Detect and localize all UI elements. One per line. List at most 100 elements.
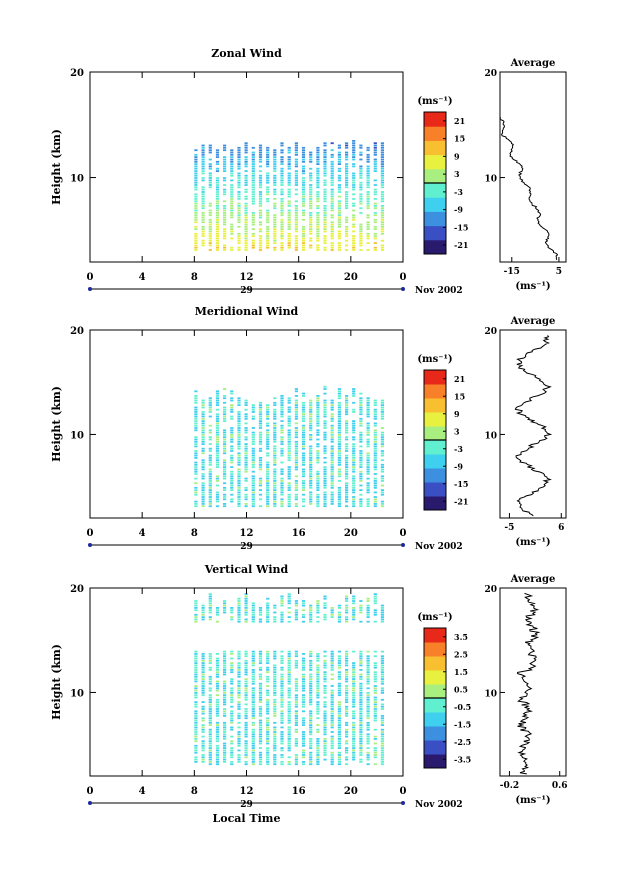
heatmap-cell (309, 731, 313, 733)
heatmap-cell (194, 733, 198, 736)
heatmap-cell (309, 158, 313, 161)
heatmap-cell (230, 607, 234, 609)
colorbar-tick-label: -1.5 (454, 719, 471, 729)
heatmap-cell (373, 650, 377, 653)
heatmap-cell (251, 167, 255, 170)
heatmap-cell (258, 237, 263, 240)
heatmap-cell (294, 142, 298, 145)
heatmap-cell (194, 198, 198, 200)
x-tick-label: 0 (400, 786, 407, 797)
heatmap-cell (215, 408, 220, 411)
y-tick-label: 10 (70, 174, 84, 185)
heatmap-cell (309, 237, 313, 240)
heatmap-cell (258, 153, 263, 156)
heatmap-cell (223, 209, 227, 212)
heatmap-cell (359, 445, 363, 448)
heatmap-cell (194, 477, 198, 480)
heatmap-cell (201, 666, 205, 669)
heatmap-cell (280, 406, 284, 409)
heatmap-cell (201, 742, 205, 745)
heatmap-cell (230, 616, 234, 618)
heatmap-cell (316, 703, 320, 706)
heatmap-cell (359, 696, 363, 699)
heatmap-cell (230, 392, 234, 395)
heatmap-cell (237, 427, 241, 429)
heatmap-cell (330, 214, 334, 217)
heatmap-cell (380, 170, 384, 172)
heatmap-cell (194, 689, 198, 692)
heatmap-cell (380, 443, 384, 445)
heatmap-cell (366, 609, 370, 612)
heatmap-cell (352, 673, 356, 676)
heatmap-cell (301, 662, 306, 664)
heatmap-cell (380, 758, 384, 761)
heatmap-cell (316, 146, 320, 149)
heatmap-cell (380, 406, 384, 409)
heatmap-cell (337, 174, 341, 177)
heatmap-cell (244, 163, 248, 165)
heatmap-cell (352, 149, 356, 152)
heatmap-cell (294, 496, 298, 498)
heatmap-cell (345, 618, 349, 621)
heatmap-cell (330, 500, 334, 503)
heatmap-cell (323, 470, 327, 473)
heatmap-cell (337, 491, 341, 494)
heatmap-cell (337, 735, 341, 738)
heatmap-cell (201, 705, 205, 708)
heatmap-cell (223, 728, 227, 731)
heatmap-cell (201, 218, 205, 221)
heatmap-cell (237, 179, 241, 182)
heatmap-cell (294, 463, 298, 466)
heatmap-cell (316, 470, 320, 473)
heatmap-cell (366, 200, 370, 203)
heatmap-cell (373, 671, 377, 674)
heatmap-cell (330, 457, 334, 459)
heatmap-cell (294, 486, 298, 489)
heatmap-cell (316, 717, 320, 720)
heatmap-cell (337, 463, 341, 466)
heatmap-cell (323, 503, 327, 505)
heatmap-cell (223, 669, 227, 671)
heatmap-cell (194, 156, 198, 158)
heatmap-cell (287, 225, 291, 228)
heatmap-cell (201, 682, 205, 685)
heatmap-cell (301, 687, 306, 690)
heatmap-cell (330, 609, 334, 612)
colorbar: 3.52.51.50.5-0.5-1.5-2.5-3.5 (423, 627, 471, 769)
heatmap-cell (237, 482, 241, 485)
heatmap-cell (266, 505, 270, 508)
heatmap-cell (316, 170, 320, 172)
heatmap-cell (201, 146, 205, 149)
heatmap-cell (373, 149, 377, 152)
y-tick-label: 10 (70, 430, 84, 441)
heatmap-cell (251, 447, 255, 450)
heatmap-cell (287, 181, 291, 184)
heatmap-cell (316, 459, 320, 462)
heatmap-cell (316, 216, 320, 219)
heatmap-cell (309, 452, 313, 455)
heatmap-cell (287, 593, 291, 595)
heatmap-cell (330, 475, 334, 478)
heatmap-cell (294, 184, 298, 186)
heatmap-cell (316, 607, 320, 609)
heatmap-cell (251, 431, 255, 434)
heatmap-cell (366, 694, 370, 697)
heatmap-cell (330, 452, 334, 455)
heatmap-cell (309, 399, 313, 402)
y-tick-label: 20 (70, 68, 84, 79)
heatmap-cell (223, 602, 227, 605)
x-tick-label: 16 (292, 786, 306, 797)
heatmap-cell (345, 477, 349, 480)
heatmap-cell (330, 193, 334, 196)
heatmap-cell (352, 461, 356, 464)
date-day-label: 29 (240, 542, 253, 552)
heatmap-cell (280, 200, 284, 203)
heatmap-cell (194, 149, 198, 152)
heatmap-cell (309, 751, 313, 754)
heatmap-cell (359, 620, 363, 623)
heatmap-cell (280, 225, 284, 228)
heatmap-cell (301, 160, 306, 163)
heatmap-cell (323, 160, 327, 163)
heatmap-cell (223, 388, 227, 390)
heatmap-cell (287, 232, 291, 235)
